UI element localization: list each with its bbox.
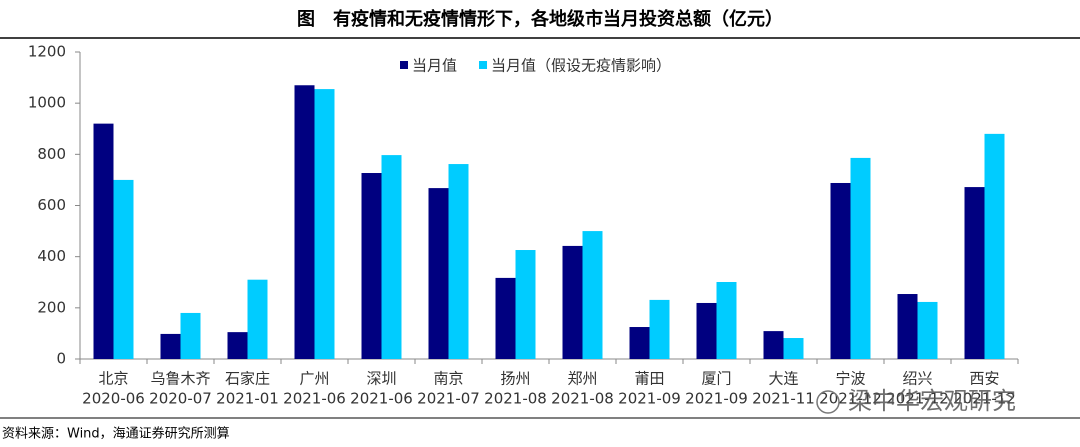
x-tick-date: 2021-06 [283,390,346,408]
chart-title: 图 有疫情和无疫情情形下，各地级市当月投资总额（亿元） [297,8,783,30]
x-tick-date: 2021-12 [953,390,1016,408]
bar [830,182,851,359]
x-tick-label: 厦门 [701,370,731,388]
y-tick-label: 1000 [28,94,66,112]
x-tick-date: 2021-06 [350,390,413,408]
legend-label: 当月值（假设无疫情影响） [491,57,671,75]
bar [984,133,1005,359]
bar [964,187,985,359]
bar [180,312,201,359]
x-tick-label: 乌鲁木齐 [150,370,210,388]
x-tick-label: 南京 [433,370,463,388]
bar [897,294,918,359]
legend-label: 当月值 [412,57,457,75]
source-note: 资料来源：Wind，海通证券研究所测算 [2,426,230,442]
bar [227,332,248,359]
bar [448,164,469,359]
bar [716,281,737,359]
x-tick-label: 石家庄 [225,370,270,388]
x-tick-label: 广州 [299,370,329,388]
bar [247,279,268,359]
legend-swatch [400,61,408,69]
x-tick-date: 2020-06 [82,390,145,408]
y-tick-label: 600 [37,196,66,214]
bar [562,245,583,359]
x-tick-label: 北京 [98,370,128,388]
x-tick-date: 2020-07 [149,390,212,408]
x-tick-label: 大连 [768,370,798,388]
x-tick-date: 2021-09 [685,390,748,408]
bar [783,338,804,359]
y-tick-label: 400 [37,247,66,265]
x-tick-date: 2021-12 [886,390,949,408]
x-tick-date: 2021-01 [216,390,279,408]
y-tick-label: 800 [37,145,66,163]
x-tick-label: 西安 [969,370,999,388]
y-tick-label: 200 [37,298,66,316]
watermark: 梁中华宏观研究 [848,387,1016,415]
bar [495,277,516,359]
x-tick-label: 绍兴 [902,370,932,388]
bar [361,173,382,359]
x-tick-label: 郑州 [567,370,597,388]
bar [515,250,536,359]
x-tick-date: 2021-08 [551,390,614,408]
y-tick-label: 0 [56,350,66,368]
bar [629,327,650,359]
bar [763,331,784,359]
bar [381,155,402,359]
x-tick-date: 2021-08 [484,390,547,408]
bar [428,188,449,359]
x-tick-date: 2021-11 [752,390,815,408]
x-tick-label: 莆田 [634,370,664,388]
x-tick-label: 深圳 [366,370,396,388]
x-tick-date: 2021-09 [618,390,681,408]
bar [649,299,670,359]
bar [294,85,315,359]
bar [917,301,938,359]
bar [160,333,181,359]
x-tick-label: 宁波 [835,370,865,388]
bar [314,89,335,360]
y-tick-label: 1200 [28,43,66,61]
bar [696,302,717,359]
x-tick-label: 扬州 [500,370,530,388]
bar [93,123,114,359]
bar [850,157,871,359]
bar [113,179,134,359]
legend-swatch [479,61,488,69]
x-tick-date: 2021-07 [417,390,480,408]
watermark-icon [816,390,840,414]
bar [582,231,603,359]
